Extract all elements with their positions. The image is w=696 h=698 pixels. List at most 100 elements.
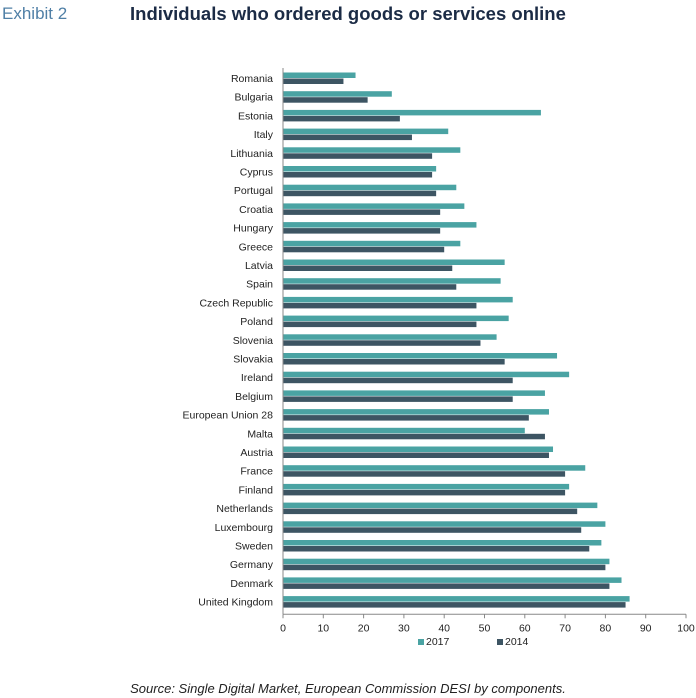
bar-2017-lithuania <box>283 147 461 153</box>
x-axis: 0 10 20 30 40 50 60 70 80 90 100 <box>280 68 695 634</box>
category-label: France <box>240 466 273 478</box>
bar-2017-poland <box>283 315 509 322</box>
bar-2017-european-union-28 <box>283 409 549 415</box>
category-label: Sweden <box>235 541 273 553</box>
bar-2014-united-kingdom <box>283 602 626 608</box>
bar-2014-slovenia <box>283 340 481 346</box>
bar-2014-ireland <box>283 377 513 384</box>
x-tick-label: 20 <box>358 622 370 634</box>
category-label: Poland <box>240 316 273 328</box>
bar-2014-portugal <box>283 190 437 197</box>
category-label: Bulgaria <box>234 92 273 104</box>
category-label: Croatia <box>239 204 273 216</box>
bar-2014-luxembourg <box>283 527 582 533</box>
bar-2017-sweden <box>283 540 602 546</box>
bar-2014-hungary <box>283 228 441 234</box>
bar-2014-austria <box>283 452 549 458</box>
bar-2014-estonia <box>283 115 400 122</box>
bar-2014-italy <box>283 134 412 141</box>
bar-2017-czech-republic <box>283 296 513 303</box>
bar-2017-cyprus <box>283 166 437 172</box>
category-label: Latvia <box>245 260 273 272</box>
bar-2014-belgium <box>283 396 513 402</box>
bar-2014-romania <box>283 78 344 84</box>
category-label: Czech Republic <box>199 297 273 309</box>
category-label: Malta <box>247 428 273 440</box>
x-tick-label: 0 <box>280 622 286 634</box>
category-label: Cyprus <box>240 167 273 179</box>
bar-2017-hungary <box>283 222 477 228</box>
bar-2017-portugal <box>283 184 457 191</box>
x-tick-label: 30 <box>398 622 410 634</box>
bar-2017-netherlands <box>283 502 598 509</box>
bar-2017-austria <box>283 446 554 452</box>
bar-2014-netherlands <box>283 508 578 515</box>
x-tick-label: 100 <box>677 622 695 634</box>
bar-2014-lithuania <box>283 153 433 159</box>
bar-2014-bulgaria <box>283 97 368 103</box>
category-label: Lithuania <box>230 148 273 160</box>
bar-2017-latvia <box>283 259 505 265</box>
bar-2017-romania <box>283 72 356 78</box>
category-label: Slovenia <box>233 335 273 347</box>
category-label: Netherlands <box>216 503 273 515</box>
bar-2017-bulgaria <box>283 91 392 97</box>
bar-2014-cyprus <box>283 172 433 178</box>
legend: 2017 2014 <box>418 636 529 648</box>
category-labels: Romania Bulgaria Estonia Italy Lithuania Cypr… <box>183 73 274 609</box>
bar-chart: Romania Bulgaria Estonia Italy Lithuania Cypr… <box>183 68 695 648</box>
bar-2017-denmark <box>283 577 622 583</box>
legend-label-2017: 2017 <box>426 636 450 648</box>
bar-2014-european-union-28 <box>283 415 529 421</box>
category-label: Greece <box>239 241 274 253</box>
category-label: Finland <box>239 484 274 496</box>
bar-2017-greece <box>283 240 461 247</box>
bar-2014-spain <box>283 284 457 290</box>
bars-group <box>283 72 630 608</box>
bar-2014-denmark <box>283 583 610 589</box>
x-tick-label: 90 <box>640 622 652 634</box>
bar-2014-germany <box>283 564 606 571</box>
category-label: Portugal <box>234 185 273 197</box>
category-label: Italy <box>254 129 274 141</box>
x-tick-label: 70 <box>559 622 571 634</box>
category-label: United Kingdom <box>198 597 273 609</box>
source-note: Source: Single Digital Market, European … <box>130 681 566 696</box>
bar-2014-finland <box>283 489 566 496</box>
legend-swatch-2017 <box>418 639 424 645</box>
bar-2017-luxembourg <box>283 521 606 527</box>
bar-2014-sweden <box>283 546 590 552</box>
bar-2017-finland <box>283 483 570 490</box>
bar-2017-france <box>283 465 586 471</box>
exhibit-label: Exhibit 2 <box>2 4 68 23</box>
bar-2017-germany <box>283 558 610 565</box>
bar-2014-malta <box>283 433 545 440</box>
x-tick-label: 80 <box>600 622 612 634</box>
category-label: Ireland <box>241 372 273 384</box>
bar-2017-italy <box>283 128 449 135</box>
bar-2017-belgium <box>283 390 545 396</box>
bar-2017-slovakia <box>283 353 558 359</box>
x-tick-label: 60 <box>519 622 531 634</box>
category-label: Germany <box>230 559 274 571</box>
bar-2017-estonia <box>283 109 541 116</box>
x-tick-label: 10 <box>317 622 329 634</box>
x-tick-label: 40 <box>438 622 450 634</box>
x-tick-label: 50 <box>479 622 491 634</box>
bar-2017-ireland <box>283 371 570 378</box>
bar-2017-spain <box>283 278 501 284</box>
legend-swatch-2014 <box>497 639 503 645</box>
chart-title: Individuals who ordered goods or service… <box>130 3 566 24</box>
category-label: Hungary <box>233 223 273 235</box>
bar-2014-czech-republic <box>283 302 477 309</box>
category-label: Denmark <box>230 578 273 590</box>
category-label: Estonia <box>238 110 273 122</box>
bar-2014-france <box>283 471 566 477</box>
category-label: Belgium <box>235 391 273 403</box>
bar-2017-slovenia <box>283 334 497 340</box>
bar-2017-united-kingdom <box>283 596 630 602</box>
category-label: Spain <box>246 279 273 291</box>
bar-2014-croatia <box>283 209 441 215</box>
bar-2017-malta <box>283 427 525 434</box>
bar-2014-poland <box>283 321 477 328</box>
